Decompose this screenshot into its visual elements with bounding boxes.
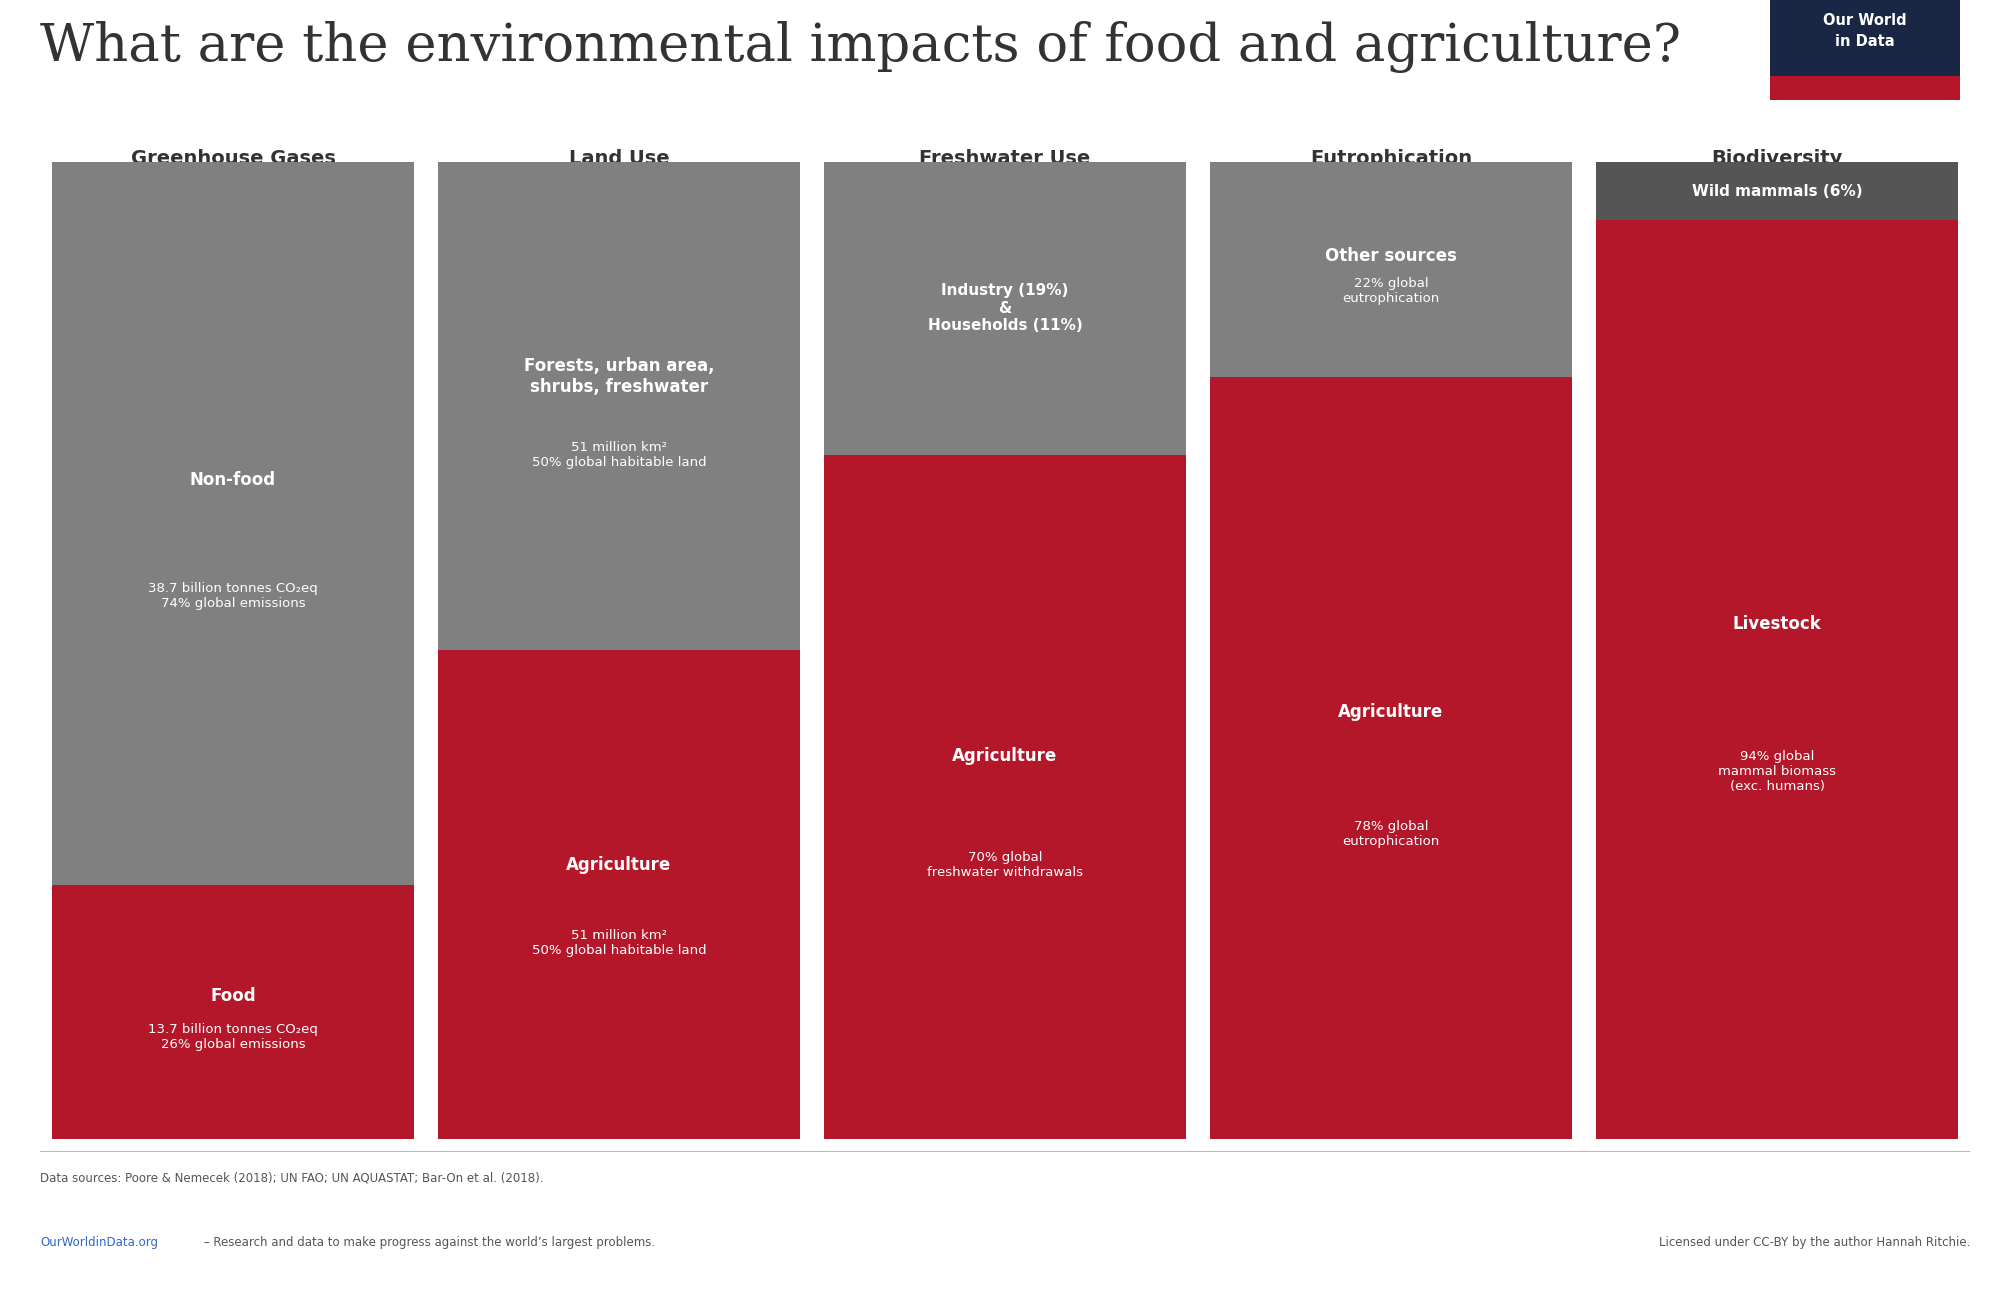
Text: Licensed under CC-BY by the author Hannah Ritchie.: Licensed under CC-BY by the author Hanna… [1658,1236,1970,1249]
Text: 38.7 billion tonnes CO₂eq
74% global emissions: 38.7 billion tonnes CO₂eq 74% global emi… [148,581,318,609]
Text: (excluding humans): (excluding humans) [1702,259,1852,274]
Bar [1210,377,1572,1139]
Text: OurWorldinData.org: OurWorldinData.org [40,1236,158,1249]
Text: Our World
in Data: Our World in Data [1824,13,1906,49]
Text: Livestock: Livestock [1732,616,1822,634]
Text: Other sources: Other sources [1326,247,1456,265]
Bar [438,650,800,1139]
Text: What are the environmental impacts of food and agriculture?: What are the environmental impacts of fo… [40,21,1680,72]
Text: 70%: 70% [982,192,1028,210]
Text: 70% global
freshwater withdrawals: 70% global freshwater withdrawals [928,851,1084,879]
Text: Wild mammals (6%): Wild mammals (6%) [1692,184,1862,198]
Text: Agriculture: Agriculture [952,747,1058,765]
Text: 94%: 94% [1754,192,1800,210]
Text: 94% global
mammal biomass
(exc. humans): 94% global mammal biomass (exc. humans) [1718,751,1836,793]
Bar [52,885,414,1139]
Text: 13.7 billion tonnes CO₂eq
26% global emissions: 13.7 billion tonnes CO₂eq 26% global emi… [148,1024,318,1051]
Text: Land Use: Land Use [568,149,670,168]
Text: of global: of global [200,226,266,242]
Text: 78%: 78% [1368,192,1414,210]
Bar [1210,162,1572,377]
Text: 26%: 26% [210,192,256,210]
Text: Agriculture: Agriculture [566,857,672,875]
Text: of global: of global [972,226,1038,242]
Text: mammal biomass: mammal biomass [1708,226,1846,242]
Text: Freshwater Use: Freshwater Use [920,149,1090,168]
Text: Non-food: Non-food [190,471,276,489]
Bar [1770,0,1960,76]
Text: Eutrophication: Eutrophication [1310,149,1472,168]
Text: – Research and data to make progress against the world’s largest problems.: – Research and data to make progress aga… [200,1236,656,1249]
Bar [824,162,1186,455]
Text: 51 million km²
50% global habitable land: 51 million km² 50% global habitable land [532,441,706,468]
Text: of global ocean: of global ocean [1332,226,1450,242]
Text: & freshwater pollution: & freshwater pollution [1306,259,1476,274]
Text: Data sources: Poore & Nemecek (2018); UN FAO; UN AQUASTAT; Bar-On et al. (2018).: Data sources: Poore & Nemecek (2018); UN… [40,1171,544,1184]
Bar [824,455,1186,1139]
Text: greenhouse gas emissions: greenhouse gas emissions [132,259,334,274]
Bar [438,162,800,650]
Bar [52,162,414,885]
Text: Forests, urban area,
shrubs, freshwater: Forests, urban area, shrubs, freshwater [524,357,714,396]
Text: 78% global
eutrophication: 78% global eutrophication [1342,820,1440,848]
Text: 22% global
eutrophication: 22% global eutrophication [1342,277,1440,304]
Text: Industry (19%)
&
Households (11%): Industry (19%) & Households (11%) [928,283,1082,333]
Text: of global habitable: of global habitable [548,226,690,242]
Text: Food: Food [210,987,256,1005]
Text: 51 million km²
50% global habitable land: 51 million km² 50% global habitable land [532,929,706,958]
Text: (ice and desert-free) land: (ice and desert-free) land [522,259,716,274]
Bar [1770,76,1960,100]
Text: Agriculture: Agriculture [1338,703,1444,721]
Text: freshwater withdrawals: freshwater withdrawals [916,259,1094,274]
Text: Biodiversity: Biodiversity [1712,149,1842,168]
Text: Greenhouse Gases: Greenhouse Gases [130,149,336,168]
Bar [1596,162,1958,220]
Text: 50%: 50% [596,192,642,210]
